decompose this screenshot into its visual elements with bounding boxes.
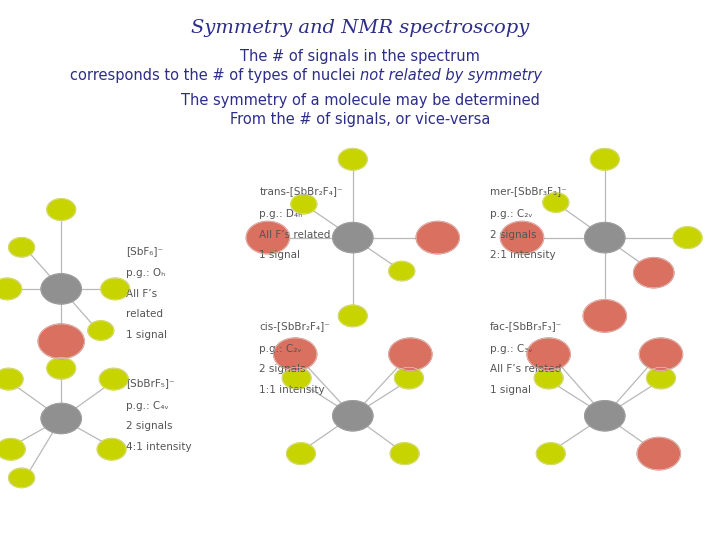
Text: The symmetry of a molecule may be determined: The symmetry of a molecule may be determ… (181, 93, 539, 108)
Circle shape (338, 148, 367, 170)
Circle shape (583, 300, 626, 332)
Circle shape (41, 274, 81, 304)
Text: not related by symmetry: not related by symmetry (360, 68, 542, 83)
Text: 2 signals: 2 signals (490, 230, 536, 240)
Circle shape (41, 403, 81, 434)
Text: All F’s related: All F’s related (490, 364, 561, 375)
Text: related: related (126, 309, 163, 320)
Text: 1:1 intensity: 1:1 intensity (259, 385, 325, 395)
Circle shape (0, 438, 25, 460)
Text: 1 signal: 1 signal (126, 330, 167, 340)
Text: p.g.: D₄ₕ: p.g.: D₄ₕ (259, 209, 302, 219)
Circle shape (585, 222, 625, 253)
Circle shape (389, 338, 432, 370)
Text: 2:1 intensity: 2:1 intensity (490, 250, 555, 260)
Circle shape (47, 357, 76, 379)
Text: [SbF₆]⁻: [SbF₆]⁻ (126, 246, 163, 256)
Circle shape (673, 227, 702, 248)
Circle shape (585, 401, 625, 431)
Text: 2 signals: 2 signals (259, 364, 306, 375)
Circle shape (634, 258, 674, 288)
Text: From the # of signals, or vice-versa: From the # of signals, or vice-versa (230, 112, 490, 127)
Text: corresponds to the # of types of nuclei: corresponds to the # of types of nuclei (70, 68, 360, 83)
Circle shape (647, 367, 675, 389)
Circle shape (0, 368, 23, 390)
Circle shape (274, 338, 317, 370)
Circle shape (389, 261, 415, 281)
Circle shape (47, 199, 76, 220)
Text: All F’s related: All F’s related (259, 230, 330, 240)
Text: 2 signals: 2 signals (126, 421, 173, 431)
Text: All F’s: All F’s (126, 289, 157, 299)
Circle shape (536, 443, 565, 464)
Text: p.g.: C₃ᵥ: p.g.: C₃ᵥ (490, 344, 532, 354)
Text: p.g.: C₂ᵥ: p.g.: C₂ᵥ (259, 344, 302, 354)
Circle shape (38, 324, 84, 359)
Circle shape (338, 305, 367, 327)
Circle shape (534, 367, 563, 389)
Text: 4:1 intensity: 4:1 intensity (126, 442, 192, 452)
Text: Symmetry and NMR spectroscopy: Symmetry and NMR spectroscopy (191, 19, 529, 37)
Circle shape (9, 468, 35, 488)
Circle shape (527, 338, 570, 370)
Text: p.g.: C₄ᵥ: p.g.: C₄ᵥ (126, 401, 169, 411)
Text: fac-[SbBr₃F₃]⁻: fac-[SbBr₃F₃]⁻ (490, 321, 562, 332)
Circle shape (333, 401, 373, 431)
Circle shape (543, 193, 569, 212)
Circle shape (246, 221, 289, 254)
Text: p.g.: Oₕ: p.g.: Oₕ (126, 268, 166, 279)
Circle shape (0, 278, 22, 300)
Circle shape (88, 321, 114, 340)
Circle shape (500, 221, 544, 254)
Text: The # of signals in the spectrum: The # of signals in the spectrum (240, 49, 480, 64)
Circle shape (282, 367, 311, 389)
Circle shape (639, 338, 683, 370)
Text: 1 signal: 1 signal (490, 385, 531, 395)
Circle shape (637, 437, 680, 470)
Circle shape (590, 148, 619, 170)
Text: 1 signal: 1 signal (259, 250, 300, 260)
Circle shape (395, 367, 423, 389)
Text: mer-[SbBr₃F₃]⁻: mer-[SbBr₃F₃]⁻ (490, 186, 566, 197)
Circle shape (390, 443, 419, 464)
Circle shape (416, 221, 459, 254)
Text: trans-[SbBr₂F₄]⁻: trans-[SbBr₂F₄]⁻ (259, 186, 343, 197)
Circle shape (101, 278, 130, 300)
Text: [SbBrF₅]⁻: [SbBrF₅]⁻ (126, 378, 174, 388)
Circle shape (97, 438, 126, 460)
Text: cis-[SbBr₂F₄]⁻: cis-[SbBr₂F₄]⁻ (259, 321, 330, 332)
Circle shape (9, 238, 35, 257)
Circle shape (99, 368, 128, 390)
Circle shape (291, 194, 317, 214)
Circle shape (287, 443, 315, 464)
Circle shape (333, 222, 373, 253)
Text: p.g.: C₂ᵥ: p.g.: C₂ᵥ (490, 209, 532, 219)
